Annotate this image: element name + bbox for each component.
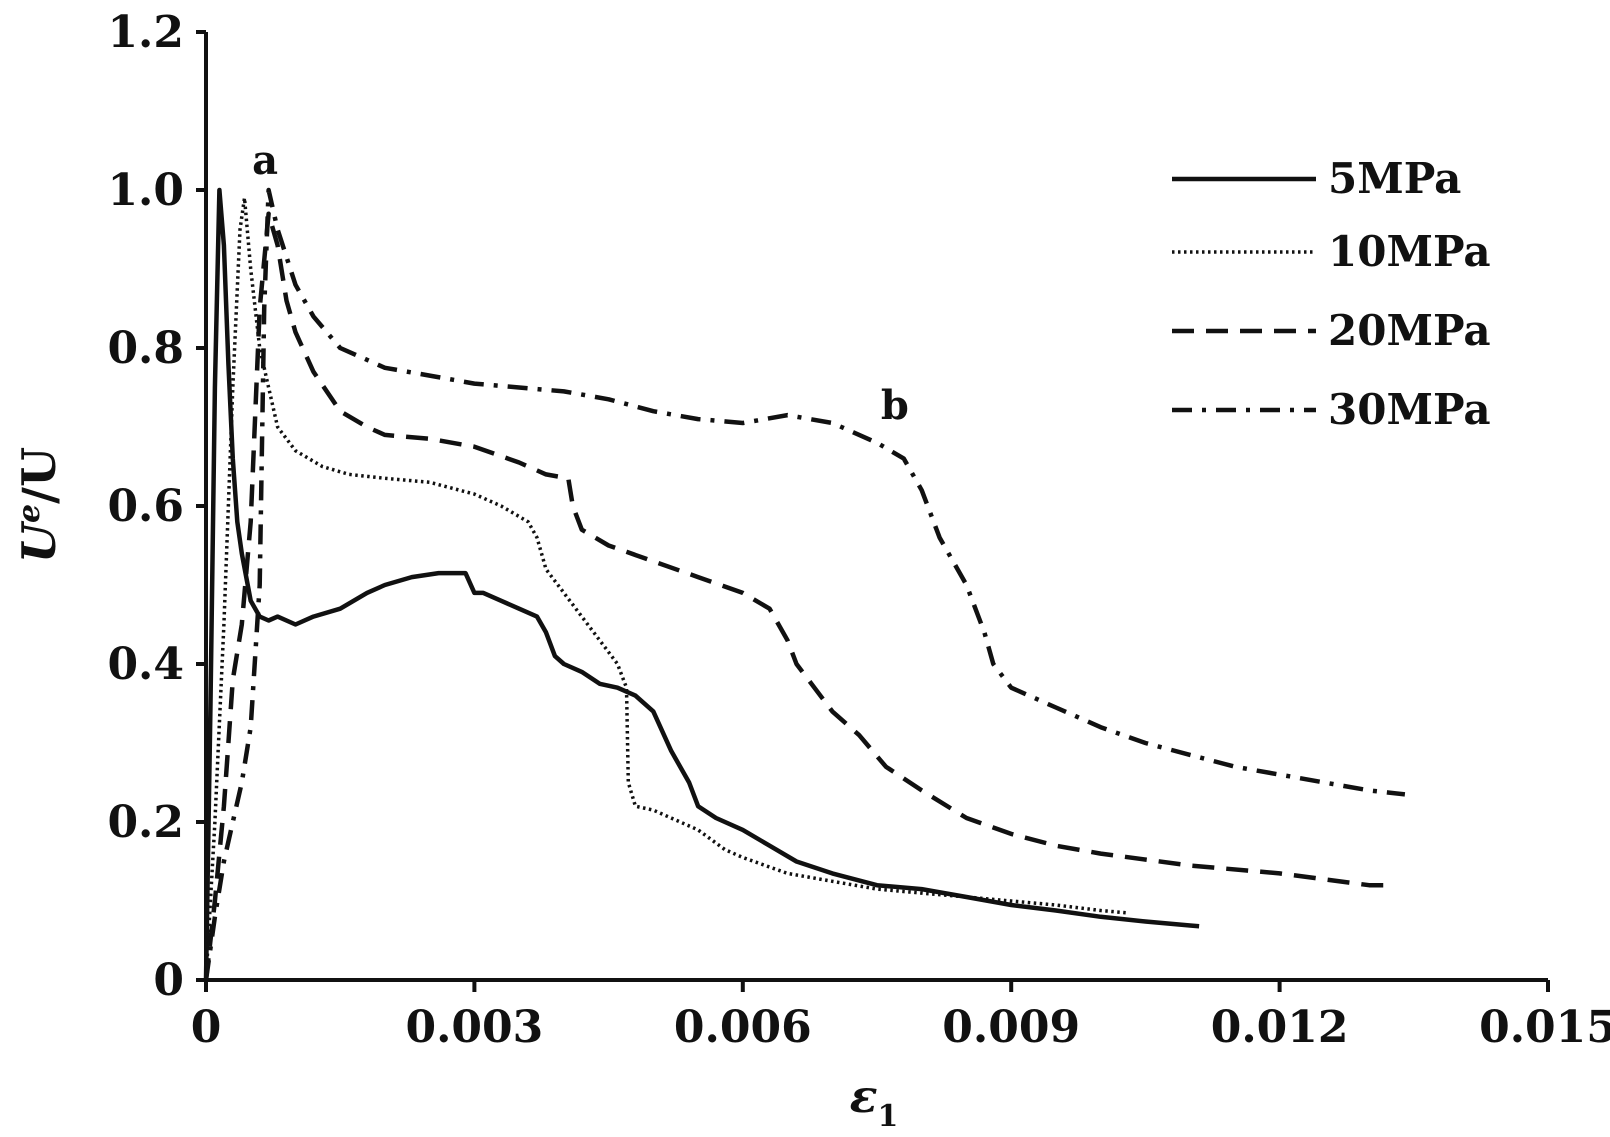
x-tick-label: 0 bbox=[191, 1002, 222, 1053]
y-axis-title-rest: /U bbox=[12, 447, 66, 504]
series-line-30mpa bbox=[203, 187, 1406, 981]
y-axis-title: Ue/U bbox=[12, 447, 66, 563]
y-tick-label: 0 bbox=[153, 955, 184, 1006]
series-line-5mpa bbox=[203, 187, 1200, 981]
annotations: ab bbox=[252, 137, 909, 429]
annotation-label: b bbox=[881, 382, 909, 429]
axis-titles: ε1 Ue/U bbox=[12, 447, 898, 1134]
y-tick-label: 1.2 bbox=[107, 7, 184, 58]
annotation-label: a bbox=[252, 137, 278, 184]
series-group bbox=[203, 187, 1406, 981]
x-axis-title-main: ε bbox=[850, 1069, 878, 1123]
y-tick-label: 0.6 bbox=[107, 481, 184, 532]
y-tick-label: 0.2 bbox=[107, 797, 184, 848]
legend-label: 10MPa bbox=[1328, 227, 1491, 276]
y-axis-title-superscript: e bbox=[12, 504, 47, 523]
x-axis-title: ε1 bbox=[850, 1069, 899, 1134]
legend-label: 30MPa bbox=[1328, 385, 1491, 434]
y-axis-title-main: U bbox=[12, 520, 66, 563]
y-tick-label: 0.8 bbox=[107, 323, 184, 374]
x-tick-label: 0.012 bbox=[1211, 1002, 1349, 1053]
x-tick-label: 0.015 bbox=[1479, 1002, 1610, 1053]
x-tick-label: 0.006 bbox=[674, 1002, 812, 1053]
tick-marks: 0 0.2 0.4 0.6 0.8 1.0 1.2 0 0.003 0.006 0.009 0.012… bbox=[107, 7, 1610, 1053]
x-tick-label: 0.003 bbox=[406, 1002, 544, 1053]
legend-label: 5MPa bbox=[1328, 154, 1461, 203]
legend-label: 20MPa bbox=[1328, 306, 1491, 355]
series-line-10mpa bbox=[204, 196, 1128, 981]
legend: 5MPa 10MPa 20MPa 30MPa bbox=[1172, 154, 1491, 434]
y-tick-label: 0.4 bbox=[107, 639, 184, 690]
series-line-20mpa bbox=[203, 211, 1387, 981]
x-tick-label: 0.009 bbox=[942, 1002, 1080, 1053]
x-axis-title-subscript: 1 bbox=[878, 1099, 899, 1134]
y-tick-label: 1.0 bbox=[107, 165, 184, 216]
